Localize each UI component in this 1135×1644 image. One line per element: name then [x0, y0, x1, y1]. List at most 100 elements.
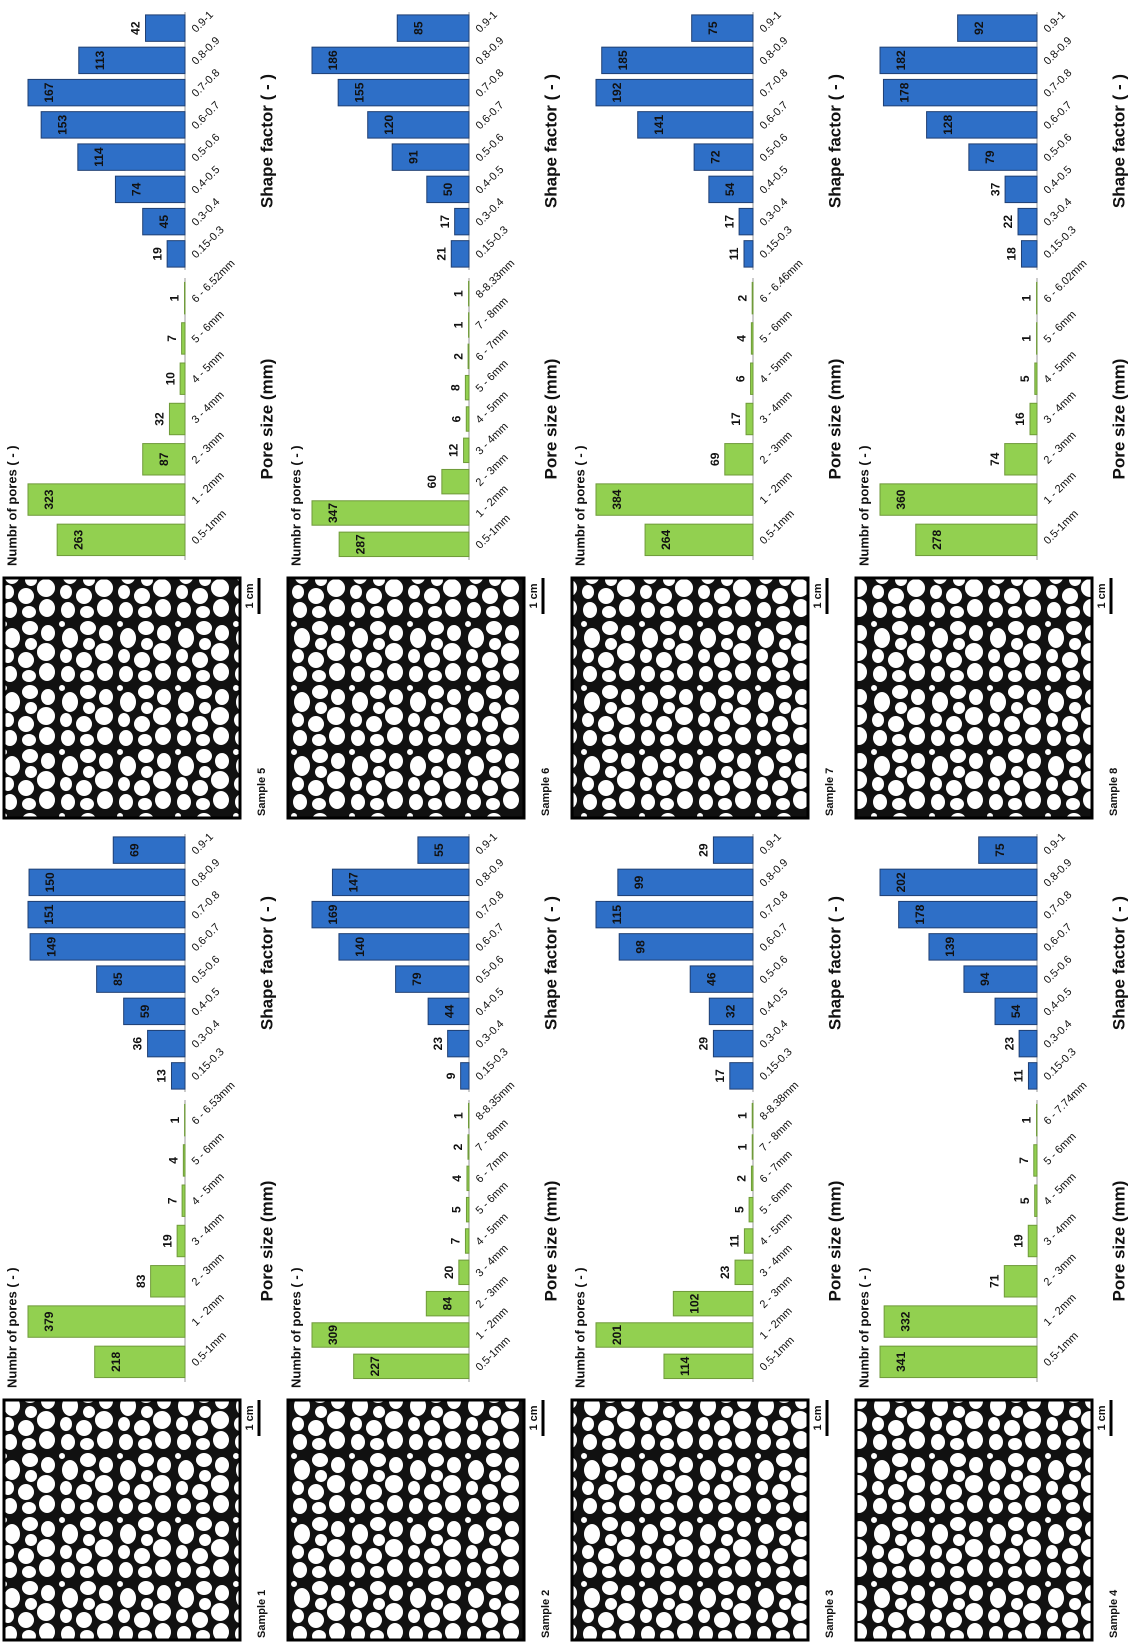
bar	[1018, 208, 1037, 234]
value-label: 11	[728, 1234, 742, 1247]
value-label: 9	[444, 1072, 458, 1079]
pore-image	[856, 578, 1092, 818]
value-label: 7	[449, 1237, 463, 1244]
value-label: 87	[157, 452, 171, 466]
bar	[396, 966, 469, 992]
sample-label: Sample 5	[256, 768, 268, 816]
category-label: 7 - 8mm	[758, 1117, 795, 1154]
category-label: 6 - 7.74mm	[1042, 1079, 1090, 1127]
value-label: 59	[138, 1004, 152, 1018]
value-label: 263	[71, 530, 85, 550]
bar	[751, 1166, 753, 1190]
value-label: 323	[42, 489, 56, 509]
bar	[735, 1260, 753, 1284]
value-label: 91	[406, 150, 420, 164]
category-label: 0.4-0.5	[474, 986, 507, 1019]
value-label: 99	[632, 875, 646, 889]
value-label: 141	[652, 115, 666, 135]
value-label: 32	[153, 412, 167, 426]
category-label: 4 - 5mm	[1042, 349, 1079, 386]
value-label: 75	[706, 21, 720, 35]
value-label: 384	[610, 489, 624, 509]
value-label: 1	[735, 1143, 749, 1150]
value-label: 150	[43, 872, 57, 892]
category-label: 0.7-0.8	[1042, 67, 1075, 100]
category-label: 1 - 2mm	[190, 470, 227, 507]
value-label: 54	[723, 182, 737, 196]
bar	[177, 1225, 185, 1256]
pore-image	[4, 1400, 240, 1640]
value-label: 50	[441, 182, 455, 196]
value-label: 227	[368, 1356, 382, 1376]
value-label: 69	[127, 843, 141, 857]
value-label: 60	[425, 475, 439, 489]
value-label: 5	[1018, 1197, 1032, 1204]
category-label: 3 - 4mm	[190, 389, 227, 426]
value-label: 309	[326, 1325, 340, 1345]
bar	[459, 1260, 469, 1284]
bar	[113, 837, 185, 863]
page: Sample 11 cmSample 21 cmSample 31 cmSamp…	[0, 0, 1135, 1644]
sample-label: Sample 6	[540, 768, 552, 816]
scale-label: 1 cm	[812, 1405, 824, 1430]
bar	[442, 469, 469, 493]
bar	[167, 241, 185, 267]
category-label: 7 - 8mm	[474, 1117, 511, 1154]
category-label: 0.6-0.7	[190, 921, 223, 954]
value-label: 169	[326, 904, 340, 924]
category-label: 0.8-0.9	[758, 857, 791, 890]
bar	[465, 1229, 469, 1253]
bar	[468, 344, 469, 368]
category-label: 0.5-1mm	[190, 1330, 229, 1369]
category-label: 0.7-0.8	[758, 67, 791, 100]
category-label: 0.8-0.9	[474, 35, 507, 68]
category-label: 5 - 6mm	[474, 358, 511, 395]
bar	[124, 998, 185, 1024]
bar	[730, 1063, 753, 1089]
x-axis-label: Shape factor ( - )	[541, 896, 560, 1030]
bar	[1034, 1145, 1037, 1176]
value-label: 16	[1013, 412, 1027, 426]
x-axis-label: Pore size (mm)	[257, 1181, 276, 1302]
category-label: 4 - 5mm	[758, 349, 795, 386]
y-axis-label: Numbr of pores ( - )	[4, 445, 19, 566]
category-label: 0.5-0.6	[474, 954, 507, 987]
bar	[180, 363, 185, 394]
bar	[448, 1030, 469, 1056]
category-label: 8-8.33mm	[474, 257, 518, 301]
value-label: 1	[1020, 294, 1034, 301]
x-axis-label: Shape factor ( - )	[825, 74, 844, 208]
bar	[171, 1063, 185, 1089]
value-label: 92	[972, 21, 986, 35]
scale-label: 1 cm	[244, 1405, 256, 1430]
bar	[1028, 1063, 1037, 1089]
category-label: 0.15-0.3	[190, 1046, 227, 1083]
value-label: 115	[610, 905, 624, 925]
category-label: 5 - 6mm	[1042, 1131, 1079, 1168]
value-label: 17	[713, 1069, 727, 1083]
value-label: 7	[165, 335, 179, 342]
bar	[466, 1197, 469, 1221]
value-label: 72	[708, 150, 722, 164]
value-label: 201	[610, 1325, 624, 1345]
value-label: 13	[155, 1069, 169, 1083]
bar	[182, 323, 185, 354]
value-label: 8	[449, 384, 463, 391]
value-label: 182	[894, 50, 908, 70]
scale-label: 1 cm	[528, 1405, 540, 1430]
sample-label: Sample 7	[824, 768, 836, 816]
bar	[979, 837, 1037, 863]
x-axis-label: Shape factor ( - )	[541, 74, 560, 208]
value-label: 347	[326, 503, 340, 523]
bar	[115, 176, 185, 202]
value-label: 341	[894, 1352, 908, 1372]
value-label: 7	[1017, 1157, 1031, 1164]
value-label: 379	[42, 1311, 56, 1331]
category-label: 3 - 4mm	[474, 1242, 511, 1279]
category-label: 0.6-0.7	[474, 99, 507, 132]
category-label: 4 - 5mm	[190, 349, 227, 386]
y-axis-label: Numbr of pores ( - )	[288, 445, 303, 566]
value-label: 4	[735, 335, 749, 342]
value-label: 29	[697, 1037, 711, 1051]
category-label: 0.15-0.3	[190, 224, 227, 261]
